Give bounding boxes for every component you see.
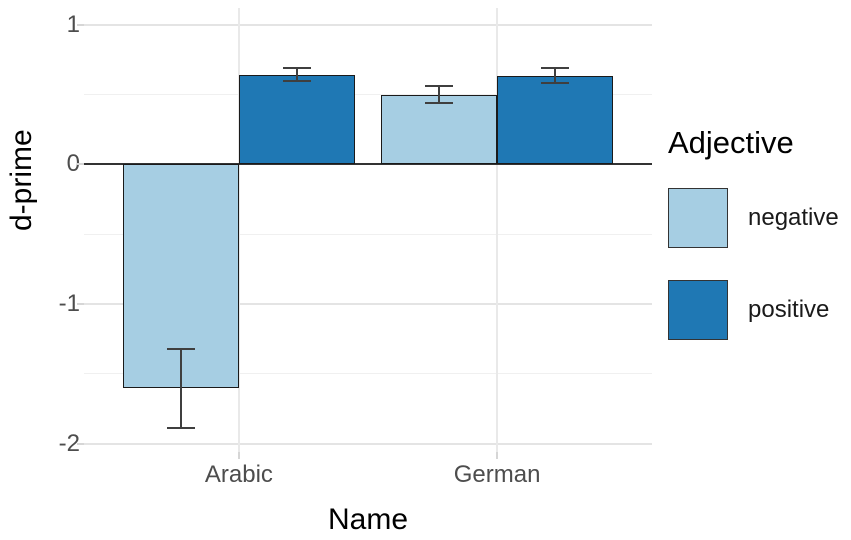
gridline-major — [84, 303, 652, 305]
zero-axis-line — [84, 163, 652, 166]
errorbar-positive-german-cap-top — [541, 67, 570, 70]
legend-key-swatch-negative — [668, 188, 728, 248]
errorbar-negative-german — [438, 86, 440, 103]
x-tick-label: Arabic — [204, 461, 273, 488]
gridline-minor — [84, 373, 652, 375]
legend-key-swatch-positive — [668, 280, 728, 340]
gridline-vertical — [237, 8, 240, 452]
x-axis-title: Name — [327, 503, 409, 536]
errorbar-positive-arabic-cap-bottom — [283, 79, 311, 82]
errorbar-negative-german-cap-bottom — [425, 101, 453, 104]
legend-item-negative: negative — [668, 188, 839, 248]
errorbar-positive-german — [554, 68, 557, 84]
y-axis-tick — [77, 303, 84, 305]
y-axis-tick — [77, 163, 84, 166]
errorbar-positive-arabic — [296, 68, 298, 81]
x-axis-tick — [237, 452, 240, 459]
gridline-major — [84, 442, 652, 445]
y-axis-tick — [77, 442, 84, 445]
legend: Adjective negative positive — [668, 124, 839, 372]
errorbar-negative-arabic-cap-top — [166, 347, 195, 350]
errorbar-negative-german-cap-top — [425, 85, 453, 88]
bar-negative-german — [380, 94, 498, 165]
y-tick-label: -2 — [58, 429, 80, 457]
legend-item-label: positive — [748, 296, 830, 323]
y-tick-label: 0 — [66, 150, 80, 178]
y-tick-label: -1 — [58, 290, 80, 317]
errorbar-positive-german-cap-bottom — [541, 82, 570, 85]
x-axis-tick — [496, 452, 499, 459]
y-tick-label: 1 — [66, 10, 80, 38]
x-tick-label: German — [453, 461, 541, 488]
legend-item-label: negative — [748, 204, 839, 231]
plot-panel — [84, 8, 652, 452]
gridline-major — [84, 23, 652, 26]
bar-positive-arabic — [238, 75, 356, 165]
legend-title: Adjective — [668, 125, 794, 160]
bar-positive-german — [497, 76, 614, 165]
y-axis-tick — [77, 23, 84, 26]
errorbar-negative-arabic — [179, 348, 182, 429]
gridline-minor — [84, 233, 652, 235]
errorbar-negative-arabic-cap-bottom — [166, 427, 195, 430]
gridline-minor — [84, 94, 652, 96]
errorbar-positive-arabic-cap-top — [283, 67, 311, 70]
gridline-vertical — [496, 8, 499, 452]
legend-item-positive: positive — [668, 280, 839, 340]
legend-items: negative positive — [668, 188, 839, 340]
